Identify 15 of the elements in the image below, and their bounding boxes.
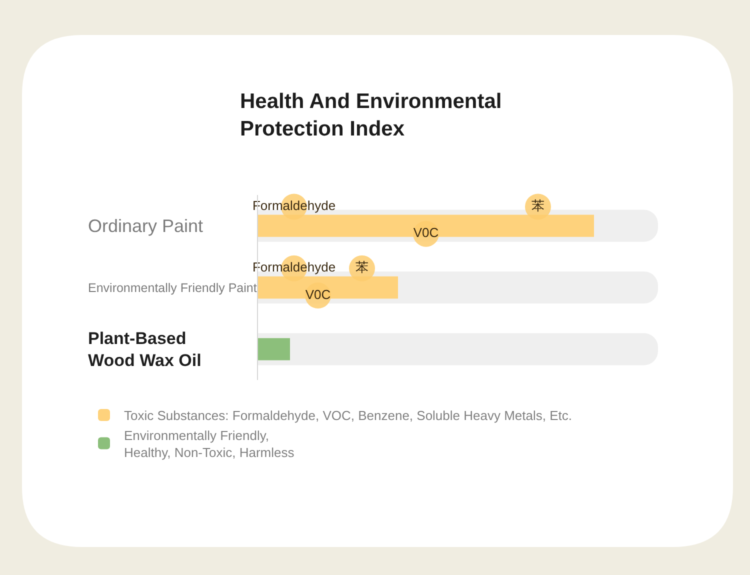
series-label: Formaldehyde [252,198,336,213]
series-label: V0C [305,286,331,302]
y-tick-label: Ordinary Paint [88,216,204,236]
y-tick-label: Plant-Based Wood Wax Oil [88,329,202,370]
series-label: 苯 [356,260,368,275]
bar [258,333,658,366]
text: V0C [413,225,439,240]
chart-title: Health And Environmental Protection Index [240,90,502,140]
bar [258,214,594,237]
legend-label: Environmentally Friendly, Healthy, Non-Toxic, Harmless [124,428,295,460]
text: Formaldehyde [252,260,336,275]
bar [258,338,290,360]
text: 苯 [532,198,544,213]
y-tick-label: Environmentally Friendly Paint [88,281,258,295]
legend-label: Toxic Substances: Formaldehyde, VOC, Benzene, Soluble Heavy Metals, Etc. [124,408,572,424]
